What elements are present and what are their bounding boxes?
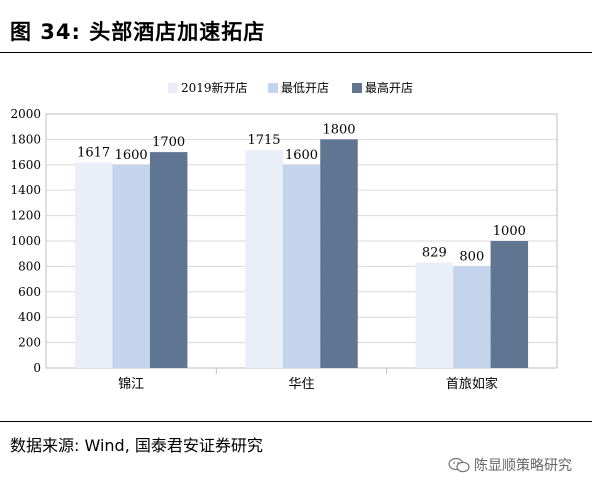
legend-swatch (268, 83, 278, 93)
legend-swatch (352, 83, 362, 93)
figure-title: 图 34: 头部酒店加速拓店 (10, 20, 266, 44)
bar (149, 152, 188, 368)
data-label: 1600 (285, 148, 318, 163)
bar (112, 164, 150, 368)
data-label: 1000 (493, 224, 526, 239)
legend-label: 最低开店 (281, 81, 329, 95)
y-tick-label: 1400 (10, 183, 41, 197)
y-tick-label: 1800 (10, 132, 41, 146)
y-tick-label: 2000 (10, 107, 41, 121)
y-tick-label: 200 (18, 336, 41, 350)
source-rule (0, 421, 592, 422)
data-label: 1700 (152, 135, 185, 150)
bar (490, 241, 529, 368)
y-tick-label: 0 (33, 361, 41, 375)
bar (415, 262, 454, 368)
y-tick-label: 400 (18, 310, 41, 324)
bar (245, 150, 283, 368)
y-tick-label: 800 (18, 259, 41, 273)
y-tick-label: 600 (18, 285, 41, 299)
title-rule (0, 52, 592, 53)
legend-swatch (168, 83, 178, 93)
watermark-text: 陈显顺策略研究 (474, 458, 572, 474)
data-label: 1715 (247, 133, 280, 148)
bar (453, 266, 491, 368)
data-label: 1600 (115, 148, 148, 163)
x-tick-label: 华住 (288, 377, 314, 392)
data-label: 800 (459, 249, 484, 264)
source-note: 数据来源: Wind, 国泰君安证券研究 (10, 436, 263, 455)
data-label: 1800 (322, 122, 355, 137)
bar-chart: 0 200 400 600 800 1000 1200 1400 1600 1800 2000 161… (10, 80, 558, 392)
x-tick-label: 锦江 (118, 377, 144, 392)
wechat-icon (448, 457, 470, 473)
watermark: 陈显顺策略研究 (448, 455, 572, 475)
x-tick-label: 首旅如家 (446, 376, 498, 392)
y-tick-label: 1600 (10, 158, 41, 172)
legend-label: 2019新开店 (181, 80, 248, 95)
data-label: 1617 (77, 146, 110, 161)
legend-label: 最高开店 (365, 80, 413, 95)
bar (282, 164, 321, 368)
y-tick-label: 1000 (10, 234, 41, 248)
bar (320, 139, 358, 368)
bar (74, 162, 113, 368)
y-tick-label: 1200 (10, 209, 41, 223)
data-label: 829 (422, 246, 447, 261)
